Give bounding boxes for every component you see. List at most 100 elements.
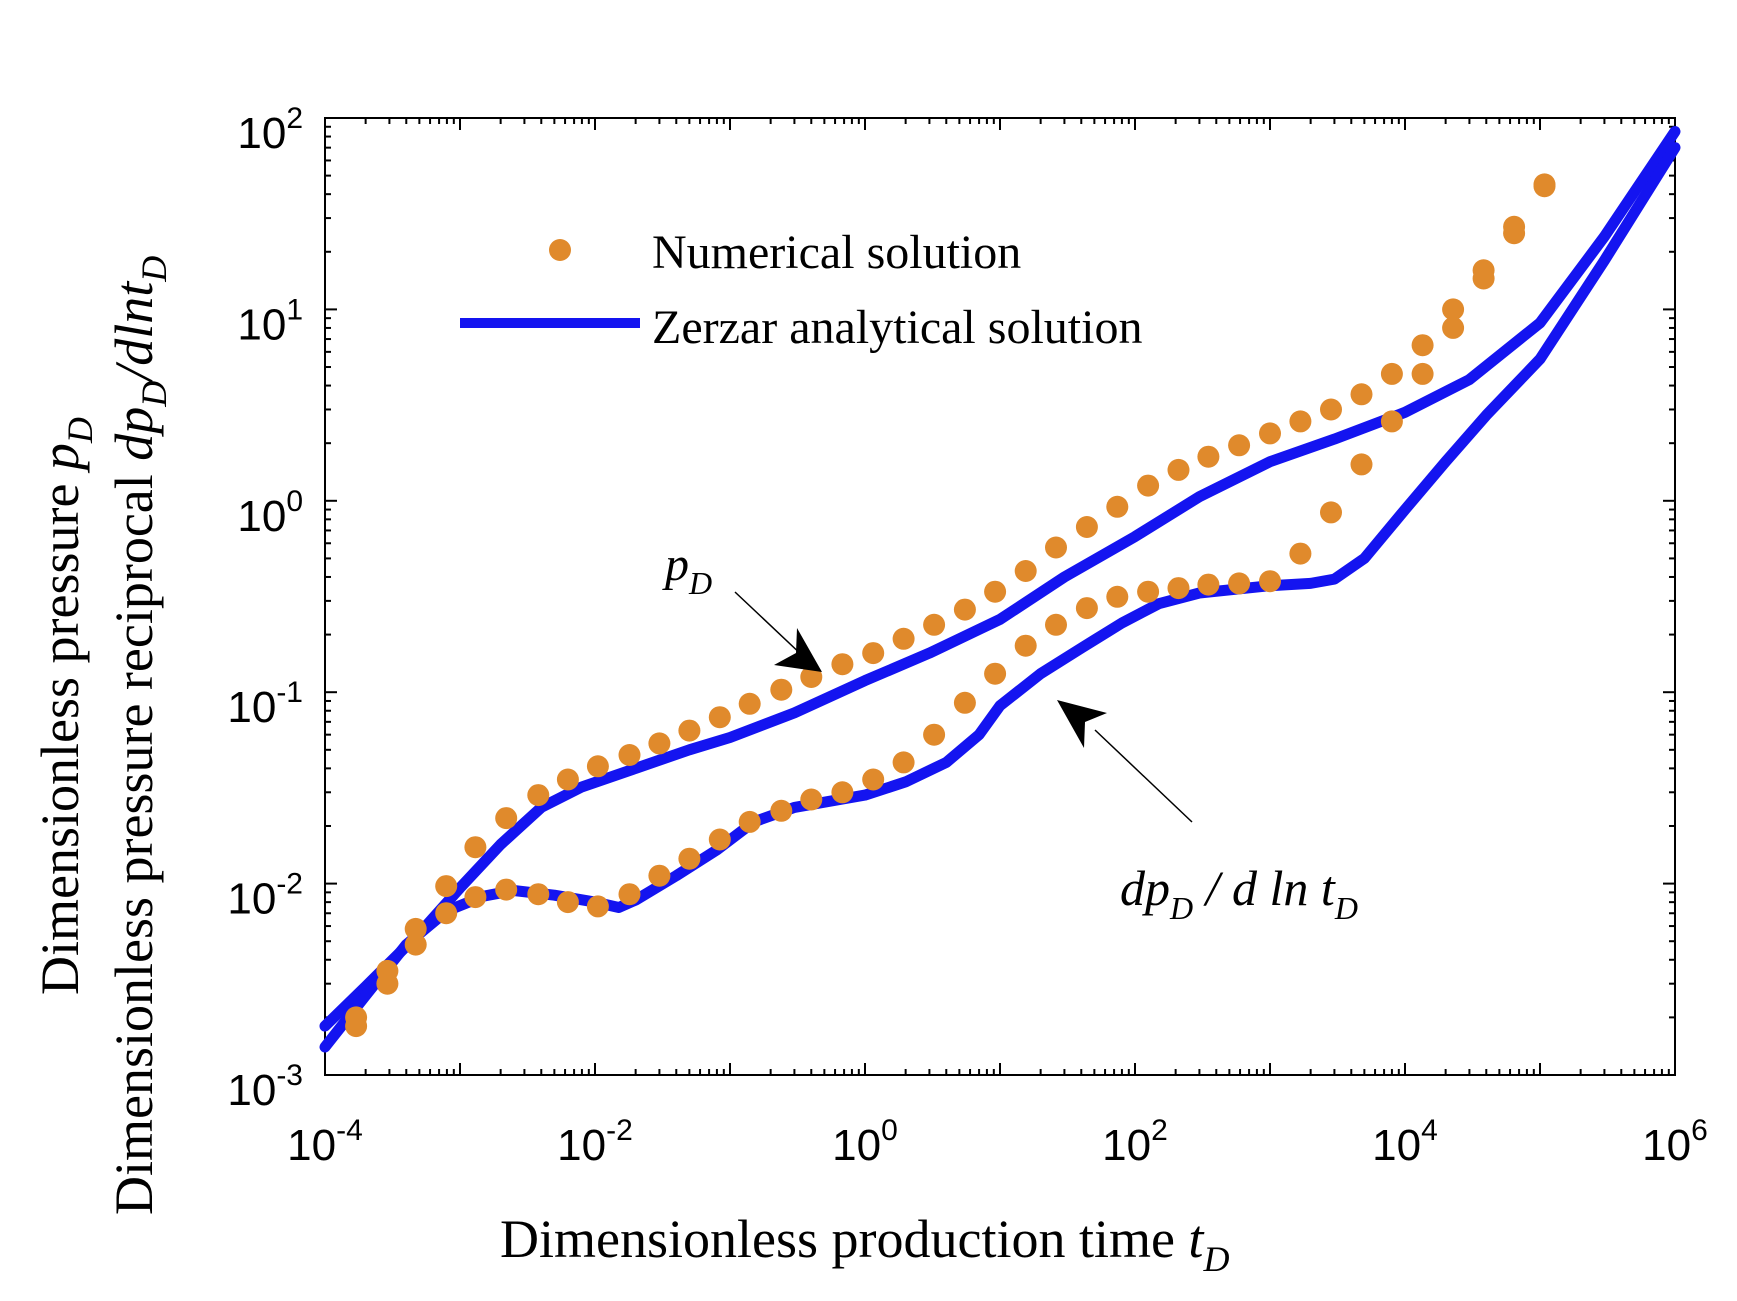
- y-axis-label-line2-p1: dp: [104, 407, 164, 461]
- data-point-dpd: [892, 751, 915, 774]
- x-axis-label-sub: D: [1202, 1239, 1229, 1279]
- data-point-pd: [1350, 383, 1373, 406]
- data-point-dpd: [1442, 316, 1465, 339]
- data-point-dpd: [618, 883, 641, 906]
- y-tick-label: 10-3: [227, 1059, 303, 1115]
- data-point-dpd: [495, 878, 518, 901]
- data-point-pd: [1106, 495, 1129, 518]
- data-point-pd: [892, 627, 915, 650]
- data-point-pd: [435, 875, 458, 898]
- data-point-dpd: [770, 799, 793, 822]
- y-tick-label: 101: [237, 293, 303, 349]
- data-point-pd: [1137, 474, 1160, 497]
- data-point-dpd: [1320, 501, 1342, 524]
- annotation-dpd-label: dpD / d ln tD: [1120, 860, 1358, 926]
- data-point-dpd: [1228, 572, 1251, 595]
- annotation-pd-label: pD: [662, 538, 712, 601]
- data-point-pd: [738, 692, 761, 715]
- data-point-dpd: [648, 864, 671, 887]
- x-tick-label: 106: [1642, 1114, 1708, 1170]
- y-axis-label-line2-s2: D: [134, 256, 174, 283]
- data-point-pd: [618, 744, 641, 766]
- data-point-dpd: [345, 1015, 368, 1038]
- x-tick-label: 104: [1372, 1114, 1438, 1170]
- y-tick-label: 10-1: [227, 676, 303, 732]
- data-point-dpd: [1197, 573, 1220, 596]
- tick-labels: 10-4 10-2 100 102 104 106 10-3 10-2 10-1 100 101 10…: [227, 102, 1707, 1170]
- data-point-pd: [953, 598, 976, 621]
- data-point-dpd: [984, 662, 1007, 685]
- data-point-dpd: [1014, 634, 1037, 657]
- data-point-pd: [1167, 458, 1190, 481]
- data-point-dpd: [435, 902, 458, 925]
- data-point-dpd: [678, 847, 701, 870]
- data-point-pd: [1289, 410, 1312, 433]
- x-tick-label: 102: [1102, 1114, 1168, 1170]
- data-point-pd: [1075, 516, 1098, 538]
- annotation-dpd-a: dp: [1120, 860, 1170, 916]
- data-point-pd: [527, 784, 550, 807]
- data-point-dpd: [586, 895, 609, 918]
- data-point-pd: [1228, 434, 1251, 457]
- legend: Numerical solution Zerzar analytical sol…: [460, 226, 1142, 354]
- data-point-pd: [831, 653, 854, 676]
- axis-ticks: [324, 117, 1676, 1076]
- data-point-pd: [586, 755, 609, 778]
- data-point-pd: [404, 917, 427, 940]
- y-tick-label: 102: [237, 102, 303, 158]
- legend-numerical-label: Numerical solution: [652, 226, 1021, 279]
- data-point-dpd: [1289, 542, 1312, 565]
- data-point-dpd: [708, 828, 731, 851]
- annotation-dpd-arrow-line: [1094, 729, 1193, 823]
- annotation-pd: pD: [662, 538, 822, 672]
- y-axis-label-line1-var: p: [30, 443, 90, 474]
- annotation-dpd: dpD / d ln tD: [1057, 700, 1358, 926]
- data-point-dpd: [953, 691, 976, 714]
- data-point-pd: [708, 706, 731, 729]
- annotation-pd-arrow-line: [734, 591, 806, 659]
- data-point-pd: [648, 732, 671, 755]
- data-point-dpd: [862, 768, 885, 791]
- legend-numerical-marker: [549, 239, 571, 261]
- annotation-pd-var: p: [662, 538, 689, 591]
- y-tick-label: 10-2: [227, 868, 303, 924]
- data-point-dpd: [1503, 222, 1526, 245]
- data-point-pd: [1014, 560, 1037, 582]
- annotation-dpd-sub1: D: [1169, 890, 1193, 926]
- data-point-pd: [770, 678, 793, 701]
- y-axis-label-line2-p2: /dlnt: [104, 280, 164, 384]
- legend-analytical-label: Zerzar analytical solution: [652, 301, 1142, 354]
- data-point-pd: [1411, 334, 1434, 357]
- annotation-dpd-sub2: D: [1334, 890, 1358, 926]
- data-point-dpd: [800, 788, 823, 811]
- data-point-dpd: [1075, 597, 1098, 620]
- data-point-pd: [556, 768, 579, 791]
- data-point-dpd: [831, 781, 854, 804]
- data-point-pd: [1380, 362, 1403, 385]
- annotation-pd-arrowhead: [774, 628, 822, 672]
- data-point-dpd: [923, 723, 946, 746]
- data-point-pd: [800, 666, 823, 688]
- data-point-dpd: [464, 886, 487, 909]
- series-points: [345, 173, 1556, 1038]
- data-point-dpd: [404, 933, 427, 956]
- x-axis-label: Dimensionless production time tD: [500, 1209, 1229, 1279]
- data-point-pd: [862, 642, 885, 665]
- x-axis-label-var: t: [1188, 1209, 1205, 1269]
- data-point-pd: [678, 719, 701, 742]
- x-axis-label-text: Dimensionless production time: [500, 1209, 1188, 1269]
- x-tick-label: 100: [832, 1114, 898, 1170]
- y-axis-label-line2-text: Dimensionless pressure reciprocal: [104, 461, 164, 1215]
- data-point-dpd: [1472, 267, 1495, 290]
- data-point-dpd: [1137, 580, 1160, 603]
- annotation-dpd-c: t: [1321, 860, 1336, 916]
- data-point-dpd: [1045, 613, 1067, 636]
- data-point-dpd: [1533, 175, 1556, 198]
- data-point-pd: [1197, 445, 1220, 468]
- data-point-dpd: [527, 883, 550, 906]
- data-point-dpd: [1350, 453, 1373, 476]
- data-point-pd: [1259, 422, 1281, 445]
- annotation-dpd-arrowhead: [1057, 700, 1107, 748]
- annotation-dpd-b: / d ln: [1193, 860, 1321, 916]
